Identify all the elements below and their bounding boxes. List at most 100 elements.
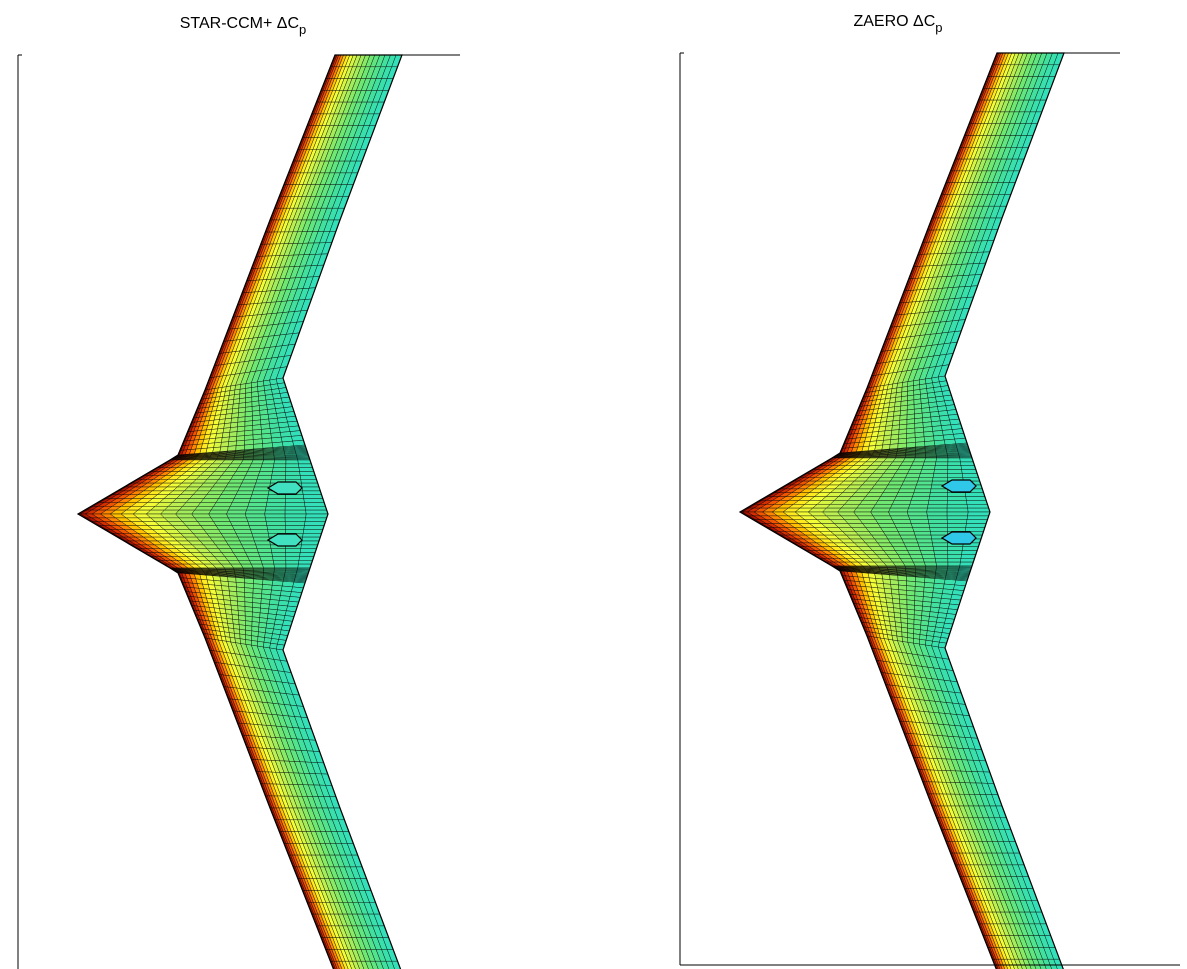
- mesh-panel: [197, 521, 217, 526]
- mesh-panel: [235, 556, 250, 561]
- mesh-panel: [221, 590, 231, 596]
- title-subscript: p: [935, 20, 942, 35]
- mesh-panel: [229, 521, 250, 526]
- mesh-panel: [235, 577, 245, 584]
- mesh-panel: [920, 550, 935, 555]
- mesh-panel: [961, 469, 978, 474]
- mesh-panel: [906, 427, 916, 434]
- mesh-panel: [213, 502, 233, 507]
- mesh-panel: [175, 509, 196, 515]
- mesh-panel: [960, 465, 977, 470]
- mesh-panel: [203, 494, 222, 499]
- mesh-panel: [228, 544, 245, 549]
- mesh-panel: [305, 509, 329, 515]
- title-text: STAR-CCM+ ΔC: [180, 15, 299, 32]
- mesh-panel: [252, 438, 263, 445]
- mesh-panel: [231, 525, 251, 530]
- wing-surface: [76, 54, 403, 969]
- mesh-panel: [901, 480, 919, 486]
- mesh-panel: [918, 473, 935, 478]
- mesh-panel: [256, 475, 273, 480]
- mesh-panel: [946, 515, 968, 520]
- mesh-panel: [256, 548, 273, 553]
- mesh-panel: [271, 471, 287, 476]
- mesh-panel: [906, 511, 928, 517]
- mesh-panel: [921, 554, 936, 559]
- mesh-panel: [928, 496, 948, 501]
- mesh-panel: [882, 439, 891, 446]
- mesh-panel: [244, 429, 254, 436]
- mesh-panel: [899, 409, 908, 416]
- mesh-panel: [908, 504, 929, 509]
- mesh-panel: [191, 513, 212, 519]
- mesh-panel: [241, 479, 258, 484]
- mesh-panel: [875, 519, 895, 524]
- mesh-panel: [220, 533, 239, 538]
- mesh-panel: [246, 506, 267, 511]
- mesh-panel: [883, 430, 893, 436]
- mesh-panel: [298, 556, 315, 561]
- mesh-panel: [206, 490, 224, 495]
- mesh-panel: [917, 542, 934, 547]
- mesh-panel: [222, 427, 231, 434]
- mesh-panel: [898, 433, 907, 440]
- mesh-panel: [897, 554, 912, 559]
- mesh-panel: [927, 515, 948, 520]
- mesh-panel: [260, 560, 275, 565]
- mesh-panel: [837, 511, 858, 517]
- mesh-panel: [927, 504, 948, 509]
- mesh-panel: [912, 527, 931, 532]
- mesh-panel: [882, 578, 891, 585]
- mesh-panel: [271, 552, 287, 557]
- mesh-panel: [251, 533, 270, 538]
- mesh-panel: [922, 461, 937, 466]
- mesh-panel: [947, 457, 961, 463]
- mesh-panel: [918, 546, 935, 551]
- mesh-panel: [862, 496, 881, 501]
- mesh-panel: [266, 525, 286, 530]
- mesh-panel: [302, 533, 322, 538]
- mesh-panel: [872, 515, 893, 520]
- mesh-panel: [380, 961, 390, 969]
- mesh-panel: [947, 550, 963, 555]
- mesh-panel: [245, 471, 260, 476]
- mesh-panel: [284, 521, 306, 526]
- mesh-panel: [210, 517, 231, 522]
- mesh-panel: [303, 498, 325, 503]
- mesh-panel: [228, 479, 245, 484]
- mesh-panel: [883, 583, 892, 590]
- mesh-panel: [899, 414, 908, 421]
- mesh-panel: [934, 461, 949, 466]
- mesh-panel: [870, 511, 891, 517]
- mesh-panel: [246, 517, 267, 522]
- mesh-panel: [907, 550, 922, 555]
- mesh-panel: [348, 961, 356, 969]
- title-text: ZAERO ΔC: [853, 13, 935, 30]
- mesh-panel: [230, 475, 246, 480]
- mesh-panel: [302, 494, 324, 499]
- mesh-panel: [272, 463, 287, 468]
- mesh-panel: [837, 507, 858, 513]
- mesh-panel: [913, 531, 932, 536]
- mesh-panel: [253, 578, 264, 585]
- mesh-panel: [252, 424, 262, 431]
- mesh-panel: [205, 447, 214, 454]
- mesh-panel: [244, 444, 254, 451]
- mesh-panel: [887, 480, 905, 486]
- mesh-panel: [910, 523, 930, 528]
- mesh-panel: [914, 422, 924, 429]
- mesh-panel: [883, 588, 893, 594]
- mesh-panel: [232, 552, 248, 557]
- mesh-panel: [899, 484, 917, 490]
- mesh-panel: [285, 471, 301, 476]
- mesh-panel: [905, 473, 921, 478]
- mesh-panel: [299, 475, 317, 480]
- mesh-panel: [964, 492, 986, 497]
- mesh-panel: [905, 546, 921, 551]
- mesh-panel: [208, 509, 229, 515]
- mesh-panel: [251, 490, 270, 495]
- mesh-panel: [194, 517, 214, 522]
- mesh-panel: [865, 492, 884, 497]
- mesh-panel: [200, 498, 219, 503]
- mesh-panel: [914, 590, 924, 597]
